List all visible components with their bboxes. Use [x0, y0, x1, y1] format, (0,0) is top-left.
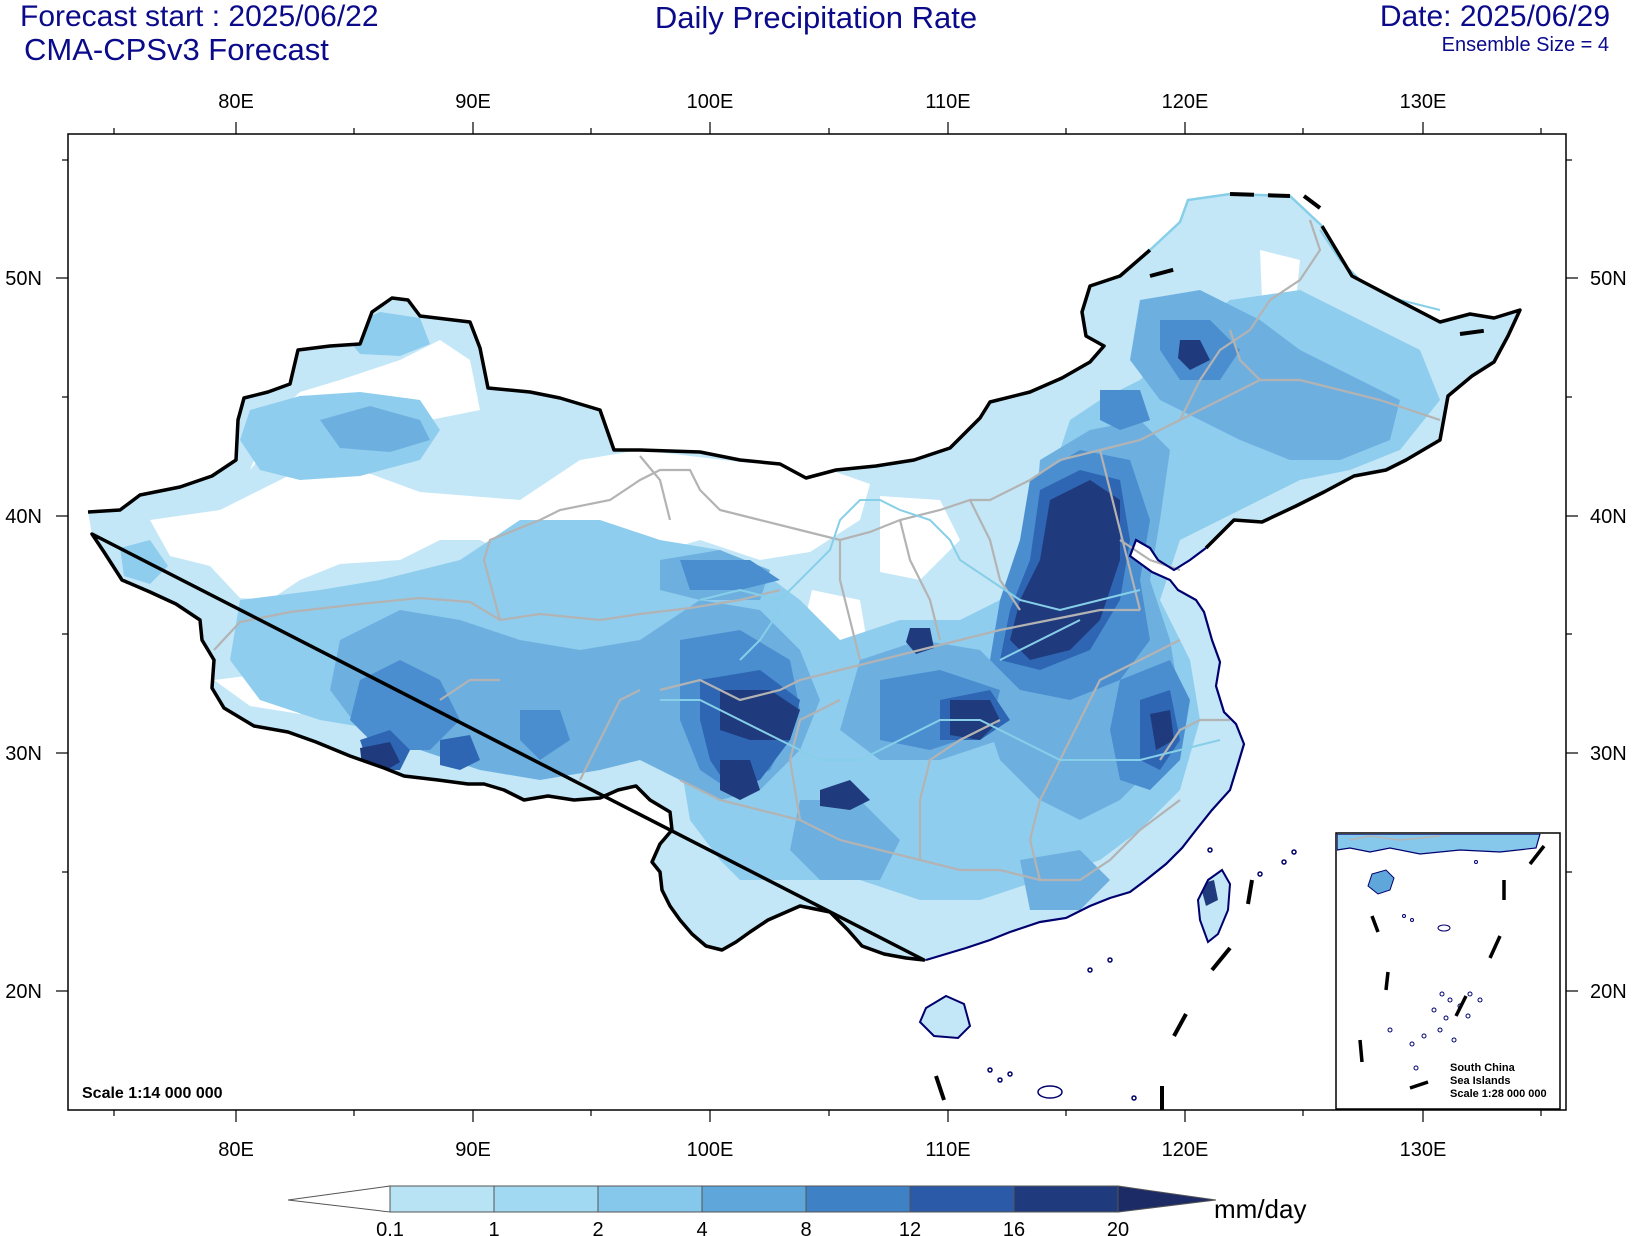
colorbar-swatch	[805, 1185, 911, 1213]
inset-label-line1: South China	[1450, 1062, 1516, 1074]
colorbar-level: 16	[1003, 1219, 1025, 1236]
lon-labels-top: 80E 90E 100E 110E 120E 130E	[218, 91, 1446, 113]
coastline	[925, 538, 1246, 962]
inset-label-line2: Sea Islands	[1450, 1075, 1511, 1087]
colorbar-level: 2	[592, 1219, 603, 1236]
colorbar-swatch	[1013, 1185, 1119, 1213]
lon-label: 100E	[687, 91, 734, 113]
colorbar-level: 12	[899, 1219, 921, 1236]
lon-labels-bottom: 80E 90E 100E 110E 120E 130E	[218, 1139, 1446, 1161]
ensemble-size-label: Ensemble Size = 4	[1441, 34, 1609, 56]
nine-dash-line	[934, 879, 1254, 1110]
lon-label: 120E	[1162, 1139, 1209, 1161]
lat-label: 30N	[5, 743, 42, 765]
colorbar-swatch	[701, 1185, 807, 1213]
lon-label: 80E	[218, 91, 254, 113]
lon-label: 80E	[218, 1139, 254, 1161]
lon-label: 130E	[1400, 1139, 1447, 1161]
lat-labels-right: 50N 40N 30N 20N	[1590, 268, 1627, 1003]
colorbar: 0.1 1 2 4 8 12 16 20 mm/day	[287, 1185, 1306, 1236]
province-borders	[213, 219, 1441, 882]
colorbar-level: 1	[488, 1219, 499, 1236]
lon-label: 130E	[1400, 91, 1447, 113]
disputed-border-dash	[1149, 192, 1491, 336]
inset-scale-label: Scale 1:28 000 000	[1450, 1088, 1547, 1100]
valid-date-label: Date: 2025/06/29	[1379, 0, 1610, 33]
colorbar-level: 20	[1107, 1219, 1129, 1236]
colorbar-unit: mm/day	[1214, 1194, 1306, 1224]
hainan-island	[918, 994, 972, 1040]
lat-label: 40N	[1590, 506, 1627, 528]
map-scale-label: Scale 1:14 000 000	[82, 1085, 223, 1102]
lon-label: 110E	[925, 91, 970, 113]
lat-label: 20N	[5, 981, 42, 1003]
colorbar-level: 0.1	[376, 1219, 404, 1236]
precipitation-field	[88, 194, 1520, 1038]
small-islands	[987, 847, 1297, 1101]
lat-label: 50N	[1590, 268, 1627, 290]
colorbar-swatch	[493, 1185, 599, 1213]
south-china-sea-inset: South China Sea Islands Scale 1:28 000 0…	[1335, 832, 1561, 1110]
colorbar-swatch	[909, 1185, 1015, 1213]
rivers	[660, 229, 1441, 761]
lon-label: 90E	[455, 91, 491, 113]
colorbar-low-arrow	[287, 1185, 391, 1213]
taiwan-island	[1196, 868, 1232, 944]
tick-marks	[56, 122, 1578, 1122]
lon-label: 120E	[1162, 91, 1209, 113]
map-title: Daily Precipitation Rate	[654, 0, 978, 35]
lat-label: 30N	[1590, 743, 1627, 765]
northeast-coast	[1149, 192, 1323, 251]
colorbar-level: 8	[800, 1219, 811, 1236]
colorbar-level: 4	[696, 1219, 707, 1236]
lat-label: 50N	[5, 268, 42, 290]
colorbar-swatch	[597, 1185, 703, 1213]
lat-label: 20N	[1590, 981, 1627, 1003]
forecast-start-label: Forecast start : 2025/06/22	[20, 0, 379, 33]
colorbar-high-arrow	[1117, 1185, 1217, 1213]
lat-labels-left: 50N 40N 30N 20N	[5, 268, 42, 1003]
lat-label: 40N	[5, 506, 42, 528]
national-border	[87, 225, 1522, 962]
model-label: CMA-CPSv3 Forecast	[24, 32, 329, 67]
lon-label: 90E	[455, 1139, 491, 1161]
map-frame	[67, 133, 1567, 1111]
lon-label: 110E	[925, 1139, 970, 1161]
colorbar-swatch	[389, 1185, 495, 1213]
precip-12-20	[360, 340, 1218, 906]
lon-label: 100E	[687, 1139, 734, 1161]
